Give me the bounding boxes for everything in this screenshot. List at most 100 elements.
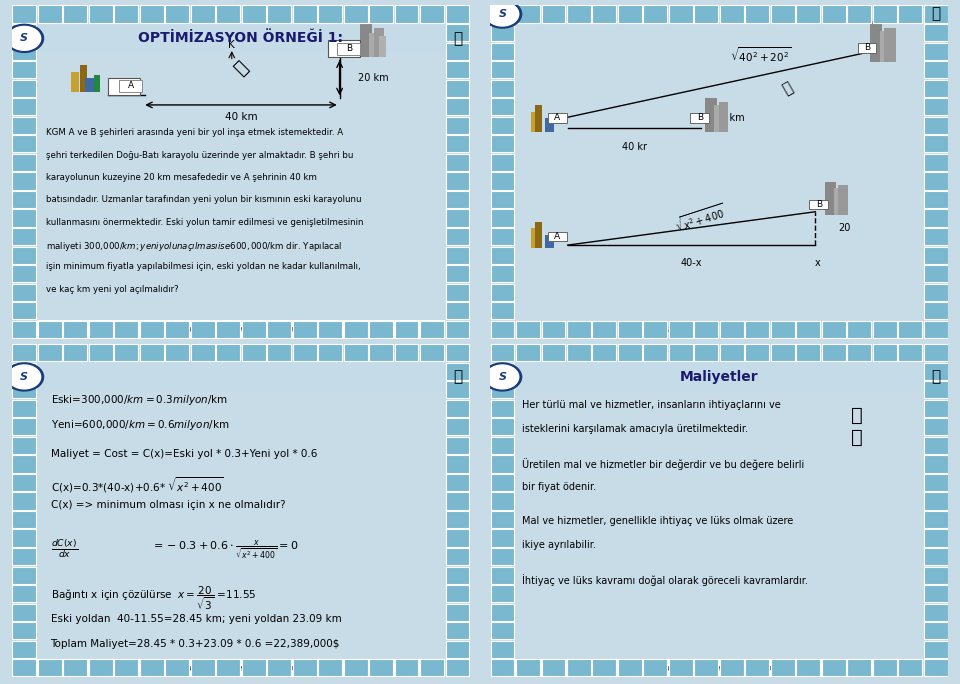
Bar bbox=[924, 437, 948, 454]
Bar bbox=[63, 659, 87, 676]
Bar bbox=[838, 185, 848, 215]
Bar bbox=[706, 98, 717, 131]
Bar bbox=[420, 344, 444, 361]
Bar bbox=[395, 5, 419, 23]
Bar bbox=[445, 117, 469, 134]
Bar bbox=[12, 172, 36, 189]
Bar bbox=[38, 321, 61, 338]
Bar bbox=[531, 111, 540, 131]
Bar bbox=[445, 418, 469, 436]
Bar bbox=[114, 321, 138, 338]
Text: S: S bbox=[498, 372, 506, 382]
Text: 20 km: 20 km bbox=[714, 114, 745, 123]
Bar bbox=[108, 78, 140, 95]
Bar bbox=[491, 135, 515, 153]
Bar bbox=[491, 302, 515, 319]
Text: DR. MUSTAFA KUTANİS SAÜ İNŞ.MÜH. BÖLÜMÜ: DR. MUSTAFA KUTANİS SAÜ İNŞ.MÜH. BÖLÜMÜ bbox=[140, 664, 296, 672]
Bar bbox=[871, 21, 882, 62]
Text: C(x) => minimum olması için x ne olmalıdır?: C(x) => minimum olması için x ne olmalıd… bbox=[51, 500, 285, 510]
Bar bbox=[924, 265, 948, 282]
Bar bbox=[114, 5, 138, 23]
Circle shape bbox=[8, 27, 40, 50]
Bar bbox=[491, 209, 515, 226]
Bar bbox=[445, 61, 469, 78]
Bar bbox=[114, 659, 138, 676]
Bar bbox=[720, 5, 744, 23]
Text: kullanmasını önermektedir. Eski yolun tamir edilmesi ve genişletilmesinin: kullanmasını önermektedir. Eski yolun ta… bbox=[46, 218, 364, 227]
Bar bbox=[140, 659, 163, 676]
Bar bbox=[242, 321, 266, 338]
Bar bbox=[12, 529, 36, 547]
Bar bbox=[71, 72, 80, 92]
Bar bbox=[12, 511, 36, 528]
Text: A: A bbox=[554, 232, 560, 241]
Bar bbox=[12, 209, 36, 226]
Bar bbox=[12, 321, 36, 338]
Bar bbox=[797, 5, 820, 23]
Circle shape bbox=[8, 365, 40, 389]
Text: bir fiyat ödenir.: bir fiyat ödenir. bbox=[521, 482, 596, 492]
Bar bbox=[37, 23, 444, 53]
Bar bbox=[445, 98, 469, 116]
Bar bbox=[242, 344, 266, 361]
Bar bbox=[884, 28, 896, 62]
Bar bbox=[516, 659, 540, 676]
Bar bbox=[445, 5, 469, 23]
Bar bbox=[899, 321, 922, 338]
Bar bbox=[491, 566, 515, 583]
Bar bbox=[191, 5, 214, 23]
Text: S: S bbox=[20, 372, 28, 382]
Bar bbox=[12, 585, 36, 603]
Bar bbox=[833, 188, 842, 215]
FancyBboxPatch shape bbox=[857, 43, 876, 53]
Text: x: x bbox=[815, 259, 821, 268]
Text: 40 km: 40 km bbox=[225, 111, 257, 122]
Bar bbox=[618, 5, 641, 23]
Text: Eski=300,000$/km=0.3 milyon $/km: Eski=300,000$/km=0.3 milyon $/km bbox=[51, 393, 228, 408]
Text: $= -0.3 + 0.6 \cdot \frac{x}{\sqrt{x^2 + 400}} = 0$: $= -0.3 + 0.6 \cdot \frac{x}{\sqrt{x^2 +… bbox=[152, 538, 299, 562]
Bar bbox=[445, 585, 469, 603]
Text: Yeni=600,000$/km=0.6 milyon $/km: Yeni=600,000$/km=0.6 milyon $/km bbox=[51, 419, 228, 432]
Text: 22.09.2014: 22.09.2014 bbox=[22, 172, 27, 204]
Bar bbox=[746, 321, 769, 338]
Bar bbox=[797, 659, 820, 676]
Bar bbox=[12, 42, 36, 60]
Bar bbox=[344, 5, 368, 23]
Bar bbox=[89, 321, 112, 338]
Bar bbox=[592, 5, 616, 23]
Bar bbox=[319, 344, 342, 361]
Bar bbox=[924, 622, 948, 640]
Bar bbox=[63, 5, 87, 23]
Bar bbox=[531, 228, 540, 248]
Bar bbox=[12, 641, 36, 658]
Bar bbox=[771, 659, 795, 676]
Bar bbox=[445, 456, 469, 473]
Text: Maliyetler: Maliyetler bbox=[680, 370, 758, 384]
Bar bbox=[445, 548, 469, 565]
Bar bbox=[191, 344, 214, 361]
Bar bbox=[12, 228, 36, 245]
Bar bbox=[491, 321, 515, 338]
Bar bbox=[669, 5, 692, 23]
Bar bbox=[140, 321, 163, 338]
Bar bbox=[63, 321, 87, 338]
Text: İhtiyaç ve lüks kavramı doğal olarak göreceli kavramlardır.: İhtiyaç ve lüks kavramı doğal olarak gör… bbox=[521, 575, 807, 586]
Bar bbox=[216, 659, 240, 676]
Bar bbox=[445, 529, 469, 547]
Bar bbox=[12, 98, 36, 116]
Bar bbox=[12, 79, 36, 97]
Bar bbox=[618, 659, 641, 676]
Bar bbox=[12, 363, 36, 380]
Bar bbox=[771, 321, 795, 338]
Bar bbox=[924, 548, 948, 565]
Text: S: S bbox=[498, 9, 506, 19]
Text: 🚌: 🚌 bbox=[780, 79, 796, 97]
Bar bbox=[848, 659, 871, 676]
Bar bbox=[445, 265, 469, 282]
Bar bbox=[445, 135, 469, 153]
Bar bbox=[12, 381, 36, 398]
Bar bbox=[924, 5, 948, 23]
Bar bbox=[873, 659, 897, 676]
Bar bbox=[420, 321, 444, 338]
Bar bbox=[567, 344, 590, 361]
